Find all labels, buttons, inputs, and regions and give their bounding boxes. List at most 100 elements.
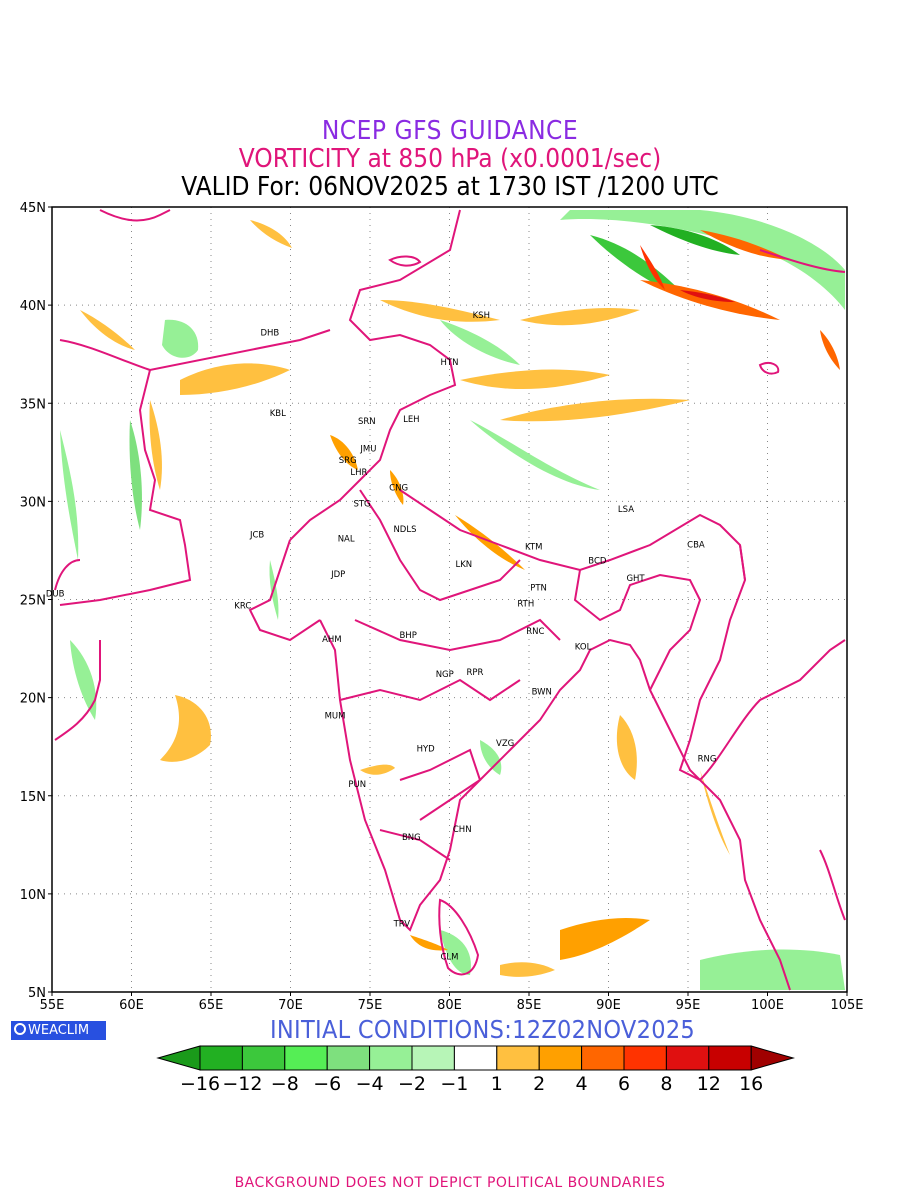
himalayan-boundary bbox=[399, 489, 746, 581]
vort-patch bbox=[650, 225, 740, 255]
vort-patch bbox=[380, 300, 500, 322]
myanmar-boundary bbox=[678, 544, 791, 991]
longitude-label: 70E bbox=[278, 998, 303, 1013]
city-label-ngp: NGP bbox=[436, 670, 454, 680]
city-label-clm: CLM bbox=[440, 953, 458, 963]
city-label-dhb: DHB bbox=[260, 329, 279, 339]
title-line-3: VALID For: 06NOV2025 at 1730 IST /1200 U… bbox=[181, 172, 719, 202]
city-label-bhp: BHP bbox=[399, 631, 416, 641]
initial-conditions: INITIAL CONDITIONS:12Z02NOV2025 bbox=[270, 1015, 696, 1044]
latitude-label: 35N bbox=[20, 397, 46, 412]
vort-patch bbox=[616, 715, 637, 780]
vort-patch bbox=[500, 398, 690, 422]
northern-boundary bbox=[289, 209, 461, 541]
gulf-coast bbox=[54, 559, 81, 591]
city-label-kol: KOL bbox=[575, 643, 592, 653]
city-label-nal: NAL bbox=[338, 535, 355, 545]
vort-patch bbox=[80, 310, 135, 350]
colorbar-cell bbox=[708, 1045, 752, 1071]
city-label-ptn: PTN bbox=[530, 584, 547, 594]
vort-patch bbox=[330, 435, 358, 470]
vort-patch bbox=[680, 290, 735, 302]
longitude-label: 60E bbox=[119, 998, 144, 1013]
colorbar-label: −12 bbox=[222, 1073, 262, 1095]
city-label-kbl: KBL bbox=[270, 409, 286, 419]
bangladesh-boundary bbox=[573, 569, 702, 691]
city-label-rpr: RPR bbox=[466, 668, 483, 678]
colorbar-cell bbox=[199, 1045, 243, 1071]
city-label-srn: SRN bbox=[358, 417, 376, 427]
longitude-label: 80E bbox=[437, 998, 462, 1013]
city-label-bcd: BCD bbox=[588, 556, 607, 566]
latitude-label: 45N bbox=[20, 201, 46, 216]
vort-patch bbox=[149, 400, 162, 490]
city-label-jdp: JDP bbox=[330, 570, 345, 580]
city-label-htn: HTN bbox=[441, 358, 459, 368]
vort-patch bbox=[560, 210, 845, 310]
state-boundaries-south bbox=[399, 748, 482, 821]
colorbar-cell bbox=[496, 1045, 540, 1071]
city-label-stg: STG bbox=[353, 499, 370, 509]
longitude-label: 85E bbox=[517, 998, 542, 1013]
longitude-label: 105E bbox=[830, 998, 863, 1013]
city-label-ahm: AHM bbox=[322, 635, 342, 645]
colorbar-cell bbox=[326, 1045, 371, 1071]
colorbar-label: 6 bbox=[618, 1073, 630, 1095]
longitude-label: 75E bbox=[358, 998, 383, 1013]
city-label-lsa: LSA bbox=[618, 505, 634, 515]
vort-patch bbox=[390, 470, 404, 505]
city-label-rnc: RNC bbox=[526, 627, 544, 637]
vort-patch bbox=[162, 319, 199, 358]
colorbar-cell bbox=[665, 1045, 710, 1071]
city-label-dub: DUB bbox=[46, 590, 65, 600]
vort-patch bbox=[470, 420, 600, 490]
city-label-ght: GHT bbox=[626, 574, 645, 584]
colorbar-cell bbox=[411, 1045, 455, 1071]
city-label-mum: MUM bbox=[325, 711, 346, 721]
colorbar-label: 8 bbox=[660, 1073, 672, 1095]
vort-patch bbox=[500, 962, 555, 977]
city-label-bng: BNG bbox=[402, 833, 421, 843]
city-label-rth: RTH bbox=[517, 599, 534, 609]
city-label-ksh: KSH bbox=[473, 311, 490, 321]
colorbar-cell bbox=[369, 1045, 413, 1071]
east-boundary bbox=[699, 639, 846, 781]
state-boundaries-north bbox=[359, 489, 521, 602]
latitude-label: 40N bbox=[20, 299, 46, 314]
vort-patch bbox=[70, 640, 97, 720]
longitude-labels: 55E 60E 65E 70E 75E 80E 85E 90E 95E 100E 105E bbox=[40, 992, 864, 1013]
colorbar-label: −2 bbox=[398, 1073, 426, 1095]
globe-icon bbox=[14, 1023, 26, 1035]
title-line-2: VORTICITY at 850 hPa (x0.0001/sec) bbox=[238, 144, 662, 174]
colorbar-cell bbox=[284, 1045, 328, 1071]
south-east-boundary bbox=[819, 849, 846, 921]
vort-patch bbox=[820, 330, 840, 370]
western-boundary bbox=[248, 539, 321, 642]
longitude-label: 100E bbox=[751, 998, 784, 1013]
latitude-label: 15N bbox=[20, 790, 46, 805]
colorbar-label: −16 bbox=[180, 1073, 220, 1095]
city-label-bwn: BWN bbox=[532, 688, 552, 698]
city-label-rng: RNG bbox=[698, 754, 717, 764]
city-label-pun: PUN bbox=[348, 780, 366, 790]
north-boundary-2 bbox=[759, 249, 846, 273]
state-boundaries-central bbox=[354, 618, 561, 652]
colorbar-label: 4 bbox=[576, 1073, 588, 1095]
weaclim-logo: WEACLIM bbox=[11, 1021, 106, 1040]
latitude-label: 30N bbox=[20, 495, 46, 510]
footer-disclaimer: BACKGROUND DOES NOT DEPICT POLITICAL BOU… bbox=[234, 1175, 666, 1191]
title-line-1: NCEP GFS GUIDANCE bbox=[321, 116, 579, 146]
city-label-jmu: JMU bbox=[359, 444, 376, 454]
latitude-labels: 45N 40N 35N 30N 25N 20N 15N 10N 5N bbox=[20, 201, 52, 1001]
city-label-leh: LEH bbox=[403, 415, 420, 425]
vorticity-contours bbox=[60, 210, 845, 990]
colorbar-label: 2 bbox=[533, 1073, 545, 1095]
state-boundaries-mid bbox=[339, 678, 521, 702]
colorbar-label: −8 bbox=[271, 1073, 299, 1095]
latitude-label: 10N bbox=[20, 888, 46, 903]
city-label-chn: CHN bbox=[453, 825, 472, 835]
colorbar-label: −1 bbox=[440, 1073, 468, 1095]
vort-patch bbox=[700, 949, 845, 990]
